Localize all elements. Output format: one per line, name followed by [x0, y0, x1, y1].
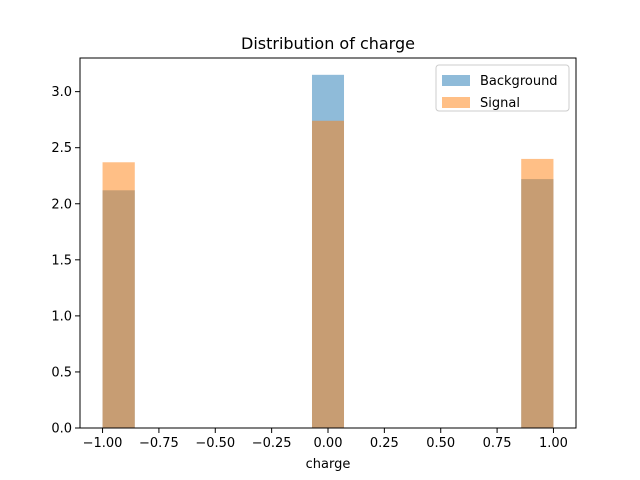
- x-tick-label: 0.75: [483, 436, 512, 451]
- x-tick-label: 0.25: [370, 436, 399, 451]
- bar-signal-1: [311, 120, 345, 429]
- legend: Background Signal: [435, 64, 570, 112]
- bar-signal-0: [102, 162, 135, 429]
- bars-layer: [102, 74, 554, 429]
- y-tick-label: 3.0: [51, 85, 72, 100]
- y-tick-label: 0.5: [51, 365, 72, 380]
- x-tick-label: −0.25: [252, 436, 292, 451]
- y-axis: 0.0 0.5 1.0 1.5 2.0 2.5 3.0: [51, 85, 80, 437]
- x-tick-label: −0.50: [195, 436, 235, 451]
- x-axis: −1.00 −0.75 −0.50 −0.25 0.00 0.25 0.50 0.75 1.00: [83, 428, 568, 451]
- x-tick-label: 0.50: [426, 436, 455, 451]
- y-tick-label: 0.0: [51, 422, 72, 437]
- bar-signal-2: [521, 158, 554, 428]
- legend-label-signal: Signal: [480, 96, 520, 111]
- x-tick-label: −1.00: [83, 436, 123, 451]
- x-axis-label: charge: [306, 457, 351, 472]
- y-tick-label: 1.5: [51, 253, 72, 268]
- x-tick-label: −0.75: [139, 436, 179, 451]
- x-tick-label: 1.00: [539, 436, 568, 451]
- legend-swatch-background: [442, 75, 470, 86]
- legend-swatch-signal: [442, 97, 470, 108]
- y-tick-label: 1.0: [51, 309, 72, 324]
- y-tick-label: 2.5: [51, 141, 72, 156]
- y-tick-label: 2.0: [51, 197, 72, 212]
- chart-title: Distribution of charge: [241, 34, 415, 53]
- x-tick-label: 0.00: [314, 436, 343, 451]
- legend-label-background: Background: [480, 74, 558, 89]
